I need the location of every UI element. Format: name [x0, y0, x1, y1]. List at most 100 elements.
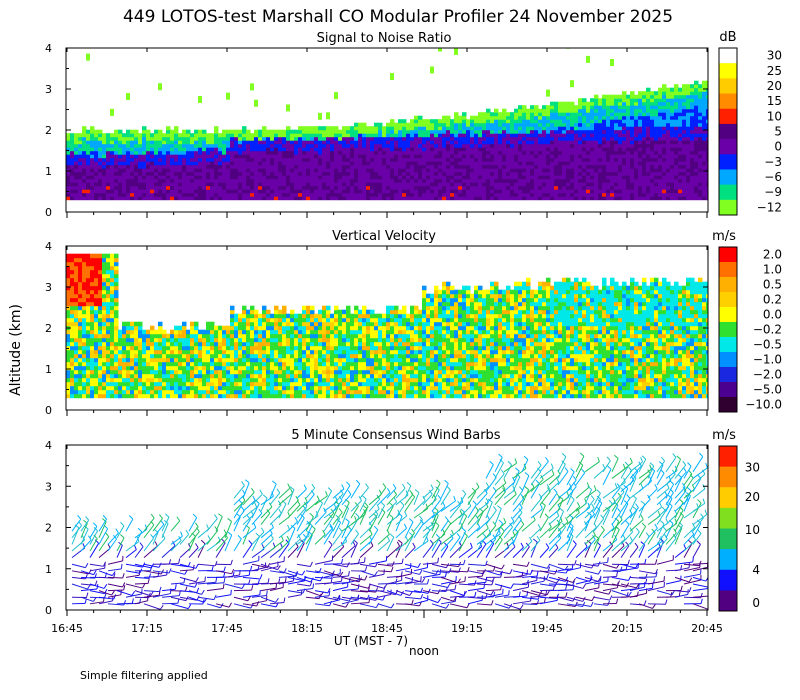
snr-cell [706, 140, 708, 145]
snr-cell [122, 140, 127, 145]
vv-cell [66, 329, 71, 335]
snr-cell [78, 178, 83, 183]
snr-cell [574, 105, 579, 110]
snr-cell [654, 178, 659, 183]
snr-cell [538, 175, 543, 180]
snr-cell [158, 168, 163, 173]
vv-cell [74, 377, 79, 383]
snr-cell [142, 157, 147, 162]
snr-cell [494, 161, 499, 166]
snr-cell [562, 108, 567, 113]
snr-cell [434, 182, 439, 187]
snr-cell [458, 143, 463, 148]
vv-cell [170, 373, 175, 379]
snr-cell [142, 189, 147, 194]
snr-cell [494, 140, 499, 145]
snr-cell [570, 182, 575, 187]
snr-cell [674, 192, 679, 197]
snr-cell [634, 171, 639, 176]
snr-cell [222, 157, 227, 162]
snr-cell [450, 182, 455, 187]
snr-cell [114, 154, 119, 159]
snr-cell [114, 133, 119, 138]
snr-cell [626, 136, 631, 141]
snr-cell [622, 196, 627, 201]
snr-cell [158, 136, 163, 141]
vv-cell [102, 281, 107, 287]
snr-cell [406, 164, 411, 169]
snr-cell [354, 185, 359, 190]
snr-cell [510, 147, 515, 152]
snr-cell [470, 161, 475, 166]
snr-cell [294, 185, 299, 190]
vv-cell [218, 349, 223, 355]
snr-cell [466, 178, 471, 183]
snr-cell [342, 157, 347, 162]
snr-cell [238, 171, 243, 176]
snr-cell [386, 126, 391, 131]
snr-cell [306, 126, 311, 131]
snr-cell [550, 171, 555, 176]
snr-cell [574, 112, 579, 117]
snr-cell [634, 196, 639, 201]
vv-cell [218, 389, 223, 395]
snr-cell [194, 175, 199, 180]
snr-cell [582, 108, 587, 113]
snr-cell [542, 175, 547, 180]
snr-cell [434, 168, 439, 173]
snr-cell [626, 182, 631, 187]
snr-cell [374, 157, 379, 162]
snr-cell [666, 91, 671, 96]
snr-cell [578, 196, 583, 201]
snr-cell [686, 98, 691, 103]
vv-cell [178, 393, 183, 399]
snr-cell [134, 168, 139, 173]
vv-cell [106, 385, 111, 391]
snr-cell [614, 196, 619, 201]
snr-cell [506, 192, 511, 197]
snr-cell [246, 185, 251, 190]
snr-cell [418, 126, 423, 131]
snr-cell [430, 143, 435, 148]
snr-cell [510, 168, 515, 173]
snr-cell [198, 185, 203, 190]
snr-cell [234, 140, 239, 145]
snr-cell [358, 178, 363, 183]
vv-cell [146, 341, 151, 347]
snr-cell [674, 175, 679, 180]
snr-cell [566, 154, 571, 159]
snr-cell [558, 178, 563, 183]
snr-cell [658, 122, 663, 127]
vv-cell [194, 325, 199, 331]
snr-cell [598, 150, 603, 155]
snr-cell [590, 98, 595, 103]
snr-cell [590, 192, 595, 197]
vv-cell [158, 385, 163, 391]
snr-cell [298, 147, 303, 152]
snr-cell [178, 150, 183, 155]
vv-cell [102, 285, 107, 291]
snr-cell [498, 126, 503, 131]
vv-cell [178, 357, 183, 363]
vv-cell [146, 369, 151, 375]
snr-cell [222, 129, 227, 134]
snr-cell [70, 150, 75, 155]
snr-cell [238, 196, 243, 201]
vv-cell [78, 273, 83, 279]
snr-cell [650, 175, 655, 180]
vv-cell [90, 305, 95, 311]
snr-cell [202, 161, 207, 166]
snr-cell [378, 154, 383, 159]
snr-cell [374, 140, 379, 145]
snr-cell [594, 122, 599, 127]
vv-cell [82, 305, 87, 311]
snr-cell [494, 147, 499, 152]
vv-cell [98, 253, 103, 259]
snr-cell [346, 129, 351, 134]
snr-cell [318, 157, 323, 162]
snr-cell [650, 168, 655, 173]
snr-cell [486, 164, 491, 169]
snr-cell [358, 154, 363, 159]
snr-cell [638, 133, 643, 138]
snr-cell [450, 133, 455, 138]
